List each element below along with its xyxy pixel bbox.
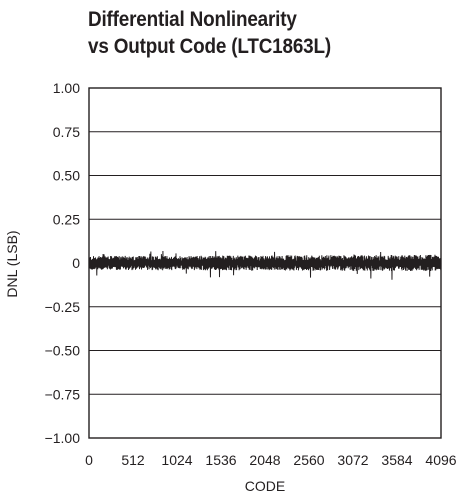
chart-title-line-1: Differential Nonlinearity xyxy=(88,8,297,31)
x-tick-label: 2048 xyxy=(249,452,280,468)
plot-frame xyxy=(88,87,442,439)
x-axis-label: CODE xyxy=(245,478,285,494)
y-tick-label: 0.75 xyxy=(53,124,80,140)
x-tick-label: 2560 xyxy=(293,452,324,468)
x-tick-label: 1536 xyxy=(205,452,236,468)
x-tick-label: 3072 xyxy=(337,452,368,468)
y-tick-label: −0.25 xyxy=(45,299,81,315)
y-tick-label: 1.00 xyxy=(53,80,80,96)
x-tick-label: 0 xyxy=(85,452,93,468)
y-tick-labels: 1.00 0.75 0.50 0.25 0 −0.25 −0.50 −0.75 −1.00 xyxy=(45,80,81,446)
y-tick-label: 0.25 xyxy=(53,211,80,227)
chart-title: Differential Nonlinearity vs Output Code… xyxy=(88,6,421,60)
y-tick-label: −0.50 xyxy=(45,343,81,359)
y-tick-label: 0.50 xyxy=(53,168,80,184)
x-tick-label: 3584 xyxy=(381,452,412,468)
x-tick-labels: 0 512 1024 1536 2048 2560 3072 3584 4096 xyxy=(85,452,457,468)
chart-title-line-2: vs Output Code (LTC1863L) xyxy=(88,35,331,58)
y-axis-label: DNL (LSB) xyxy=(4,230,20,297)
y-tick-label: 0 xyxy=(72,255,80,271)
x-tick-label: 512 xyxy=(121,452,145,468)
y-tick-label: −0.75 xyxy=(45,386,81,402)
dnl-series-trace xyxy=(88,250,442,280)
x-tick-label: 4096 xyxy=(425,452,456,468)
y-tick-label: −1.00 xyxy=(45,430,81,446)
x-tick-label: 1024 xyxy=(161,452,192,468)
